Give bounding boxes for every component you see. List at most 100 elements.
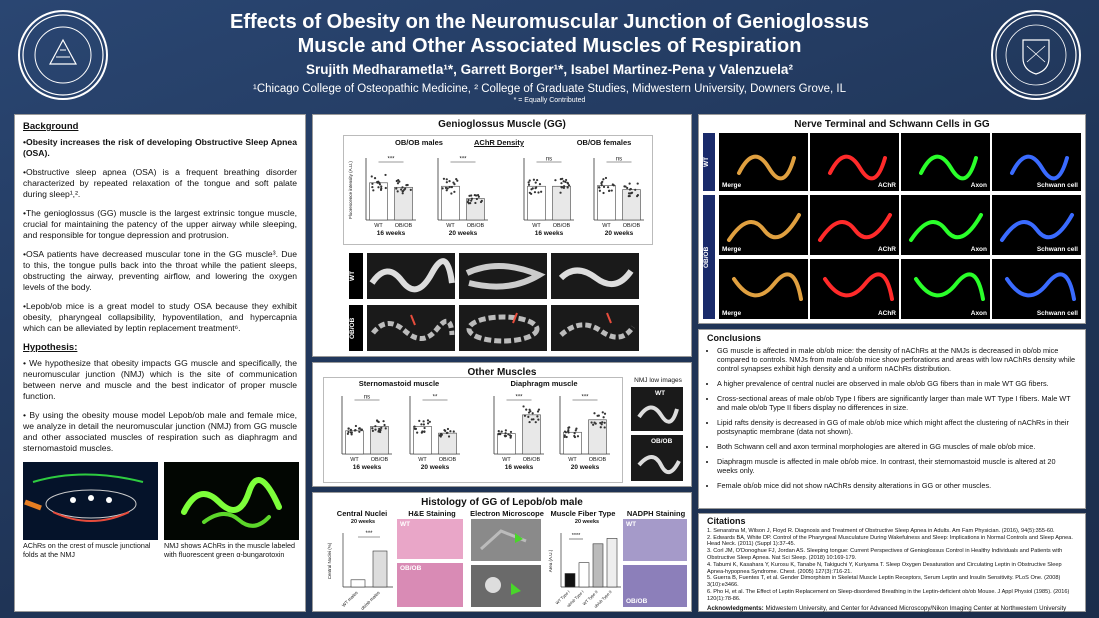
significance-label: *** xyxy=(515,395,523,401)
conclusion-item: Diaphragm muscle is affected in male ob/… xyxy=(717,457,1077,475)
data-point xyxy=(611,183,614,186)
data-point xyxy=(422,420,425,423)
data-point xyxy=(601,180,604,183)
data-point xyxy=(537,408,541,411)
citation-item: 6. Pho H, et al. The Effect of Leptin Re… xyxy=(707,588,1070,602)
scatter-panel: WT OB/OB ns 16 weeks xyxy=(341,395,392,471)
nmj-diagram-caption: AChRs on the crest of muscle junctional … xyxy=(23,541,151,559)
data-point xyxy=(477,195,480,198)
data-point xyxy=(536,410,540,413)
nadph-wt-image: WT xyxy=(623,519,687,561)
fluorescence-image: Schwann cell xyxy=(992,133,1081,191)
citation-item: 3. Corl JM, O'Donoghue FJ, Jordan AS. Sl… xyxy=(707,548,1063,561)
data-point xyxy=(527,411,531,414)
other-wt-image: WT xyxy=(631,387,683,431)
data-point xyxy=(376,180,379,184)
background-heading: Background xyxy=(23,121,79,132)
data-point xyxy=(573,434,576,438)
bar xyxy=(441,185,460,221)
data-point xyxy=(449,430,452,433)
data-point xyxy=(420,431,423,434)
bar xyxy=(552,185,571,221)
data-point xyxy=(562,180,565,183)
data-point xyxy=(418,419,421,422)
data-point xyxy=(603,412,607,415)
tick-label: WT xyxy=(374,223,383,229)
fluorescence-image: Axon xyxy=(901,259,990,319)
author-list: Srujith Medharametla¹*, Garrett Borger¹*… xyxy=(306,62,793,77)
conclusion-item: Female ob/ob mice did not show nAChRs de… xyxy=(717,481,1077,490)
fluorescence-shape xyxy=(823,272,894,301)
data-point xyxy=(445,189,448,192)
data-point xyxy=(428,420,431,423)
data-point xyxy=(445,178,448,181)
data-point xyxy=(379,428,382,432)
conclusion-item: Both Schwann cell and axon terminal morp… xyxy=(717,442,1077,451)
data-point xyxy=(564,180,567,184)
data-point xyxy=(354,424,358,428)
week-label: 20 weeks xyxy=(449,230,478,237)
fluorescence-shape xyxy=(1010,154,1069,181)
data-point xyxy=(346,432,349,435)
data-point xyxy=(347,427,350,430)
em-obob-image xyxy=(471,565,541,607)
fluorescence-structure xyxy=(828,154,887,181)
data-point xyxy=(636,182,639,185)
data-point xyxy=(444,186,448,189)
citation-item: 4. Tabumi K, Kasahara Y, Kurosu K, Tanab… xyxy=(707,561,1062,575)
fluorescence-image: Merge xyxy=(719,195,808,255)
nerve-terminal-panel: Nerve Terminal and Schwann Cells in GG W… xyxy=(698,114,1086,324)
data-point xyxy=(456,179,459,182)
data-point xyxy=(395,187,398,190)
data-point xyxy=(608,189,611,192)
data-point xyxy=(371,185,374,189)
seal-shield-icon xyxy=(995,14,1077,96)
tick-label: WT xyxy=(602,223,611,229)
fluorescence-shape xyxy=(732,272,803,301)
seal-emblem-icon xyxy=(22,14,104,96)
bar xyxy=(592,543,604,588)
other-muscles-panel: Other Muscles Sternomastoid muscle Diaph… xyxy=(312,362,692,487)
data-point xyxy=(561,177,564,180)
data-point xyxy=(523,414,527,417)
fluorescence-structure xyxy=(1005,272,1076,301)
data-point xyxy=(446,427,450,431)
data-point xyxy=(450,192,453,195)
ack-label: Acknowledgments: xyxy=(707,604,764,612)
data-point xyxy=(603,426,606,429)
data-point xyxy=(597,414,600,417)
data-point xyxy=(423,430,426,433)
data-point xyxy=(468,194,471,197)
fluorescence-image: AChR xyxy=(810,195,899,255)
data-point xyxy=(528,408,531,411)
fluorescence-structure xyxy=(823,272,894,301)
data-point xyxy=(467,198,470,202)
data-point xyxy=(374,428,377,431)
em-title: Electron Microscope xyxy=(470,509,544,518)
data-point xyxy=(576,435,580,438)
data-point xyxy=(467,202,470,205)
data-point xyxy=(530,418,533,421)
data-point xyxy=(401,186,404,189)
background-point-2: •Obstructive sleep apnea (OSA) is a freq… xyxy=(23,167,297,199)
fluorescence-label: Merge xyxy=(722,246,742,253)
data-point xyxy=(384,186,387,190)
row-label-obob: OB/OB xyxy=(349,305,363,351)
data-point xyxy=(426,419,430,422)
data-point xyxy=(574,429,577,432)
data-point xyxy=(508,434,512,437)
nerve-row-label-wt: WT xyxy=(703,133,715,191)
data-point xyxy=(479,200,483,204)
gg-wt-image-3 xyxy=(551,253,639,299)
fluorescence-structure xyxy=(737,154,796,181)
data-point xyxy=(592,423,595,426)
bar xyxy=(564,573,576,588)
tick-label: WT xyxy=(446,223,455,229)
fluorescence-image: Merge xyxy=(719,133,808,191)
data-point xyxy=(445,431,448,435)
background-panel: Background •Obesity increases the risk o… xyxy=(14,114,306,612)
data-point xyxy=(610,189,613,192)
fluorescence-structure xyxy=(919,154,978,181)
